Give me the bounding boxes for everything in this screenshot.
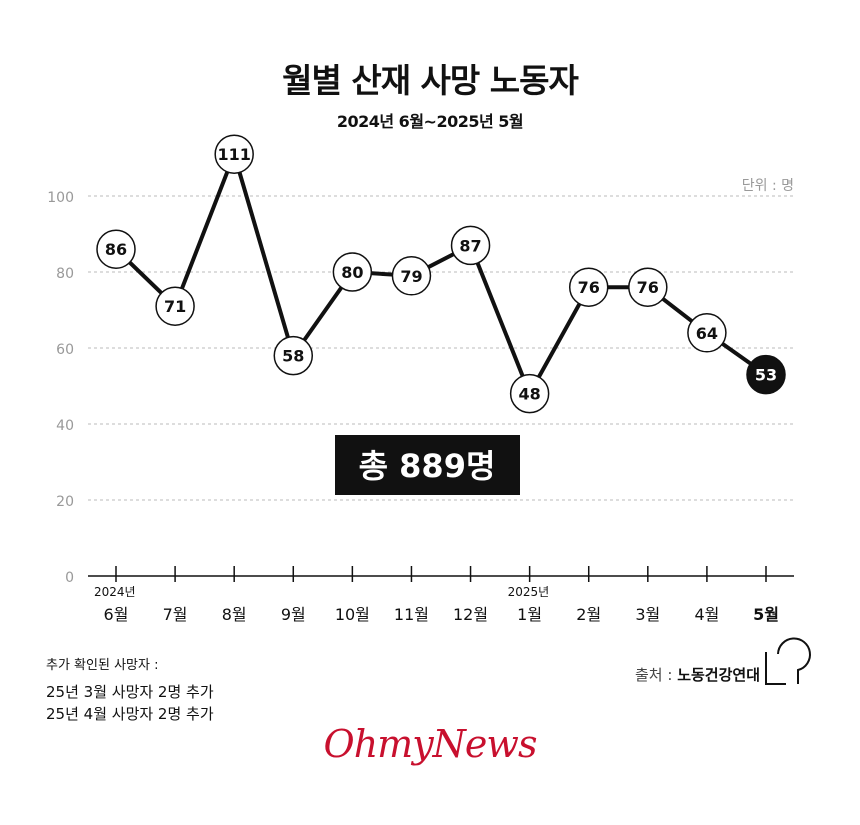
data-point: 76	[568, 267, 609, 307]
note-line-1: 25년 3월 사망자 2명 추가	[46, 683, 214, 701]
y-tick-label: 100	[47, 190, 74, 206]
y-axis-ticks: 0 20 40 60 80 100	[47, 190, 74, 586]
data-label: 111	[217, 145, 250, 164]
data-point: 80	[332, 252, 373, 292]
data-point-marker	[746, 354, 786, 395]
data-label: 58	[282, 347, 304, 366]
data-point: 76	[628, 267, 668, 307]
data-point-marker	[509, 373, 550, 414]
data-point: 71	[155, 286, 195, 326]
year-marker: 2025년	[508, 585, 550, 599]
chart-subtitle: 2024년 6월~2025년 5월	[336, 112, 524, 131]
data-point: 53	[746, 354, 786, 395]
x-tick-label: 8월	[222, 605, 247, 624]
x-tick-label: 7월	[163, 605, 188, 624]
data-point-marker	[628, 267, 668, 307]
x-tick-label: 4월	[694, 605, 719, 624]
data-point-marker	[96, 229, 136, 269]
x-tick-label: 2월	[576, 605, 601, 624]
x-tick-label: 3월	[635, 605, 660, 624]
x-tick-label: 9월	[281, 605, 306, 624]
x-tick-label: 6월	[104, 605, 129, 624]
source-logo-icon	[765, 637, 811, 685]
data-label: 86	[105, 240, 127, 259]
data-point-marker	[450, 225, 491, 266]
data-point-marker	[568, 267, 609, 307]
ohmynews-logo: OhmyNews	[323, 722, 538, 766]
note-heading: 추가 확인된 사망자 :	[46, 658, 159, 673]
data-point: 86	[96, 229, 136, 269]
data-point: 79	[391, 256, 432, 296]
data-point: 48	[509, 373, 550, 414]
data-point: 64	[687, 313, 727, 353]
data-label: 48	[519, 385, 541, 404]
data-point-marker	[391, 256, 432, 296]
source-label: 출처 :	[634, 666, 678, 684]
chart-title: 월별 산재 사망 노동자	[282, 61, 579, 100]
line-chart: 0 20 40 60 80 100 6월 7월 8월 9월 10월 11월 12월 1월 2월 3월 4월 5월…	[47, 134, 794, 624]
data-point-marker	[214, 134, 254, 174]
source-credit: 출처 : 노동건강연대	[635, 664, 760, 685]
x-tick-label: 10월	[335, 605, 370, 624]
data-label: 71	[164, 297, 186, 316]
year-marker: 2024년	[94, 585, 136, 599]
x-tick-label: 11월	[394, 605, 429, 624]
additional-deaths-note: 추가 확인된 사망자 : 25년 3월 사망자 2명 추가 25년 4월 사망자…	[46, 654, 214, 725]
data-label: 53	[755, 366, 777, 385]
data-label: 80	[341, 263, 363, 282]
x-axis: 6월 7월 8월 9월 10월 11월 12월 1월 2월 3월 4월 5월 2024년 2025년	[88, 566, 794, 624]
series-line	[114, 152, 768, 396]
data-point: 58	[273, 335, 314, 376]
total-box: 총 889명	[335, 435, 520, 495]
total-box-label: 총 889명	[359, 447, 496, 485]
x-tick-label: 12월	[453, 605, 488, 624]
x-tick-label: 1월	[517, 605, 542, 624]
data-point-marker	[155, 286, 195, 326]
y-tick-label: 60	[56, 342, 74, 358]
data-point-marker	[332, 252, 373, 292]
y-tick-label: 20	[56, 494, 74, 510]
data-point-marker	[687, 313, 727, 353]
data-label: 87	[459, 236, 481, 255]
data-label: 64	[696, 324, 718, 343]
y-tick-label: 80	[56, 266, 74, 282]
note-line-2: 25년 4월 사망자 2명 추가	[46, 705, 214, 723]
y-tick-label: 40	[56, 418, 74, 434]
data-label: 76	[578, 278, 600, 297]
data-points: 86 71 111 58 80 79 87 48 76 76 64 53	[96, 134, 786, 414]
unit-label: 단위 : 명	[742, 178, 794, 194]
data-label: 76	[637, 278, 659, 297]
data-point: 87	[450, 225, 491, 266]
x-tick-label: 5월	[753, 605, 779, 624]
grid-lines	[88, 195, 794, 501]
source-value: 노동건강연대	[677, 666, 760, 684]
data-point-marker	[273, 335, 314, 376]
data-point: 111	[214, 134, 254, 174]
y-tick-label: 0	[65, 570, 74, 586]
data-label: 79	[400, 267, 422, 286]
